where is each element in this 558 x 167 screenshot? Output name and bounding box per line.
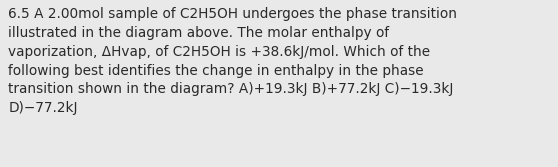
Text: 6.5 A 2.00mol sample of C2H5OH undergoes the phase transition
illustrated in the: 6.5 A 2.00mol sample of C2H5OH undergoes…: [8, 7, 458, 115]
